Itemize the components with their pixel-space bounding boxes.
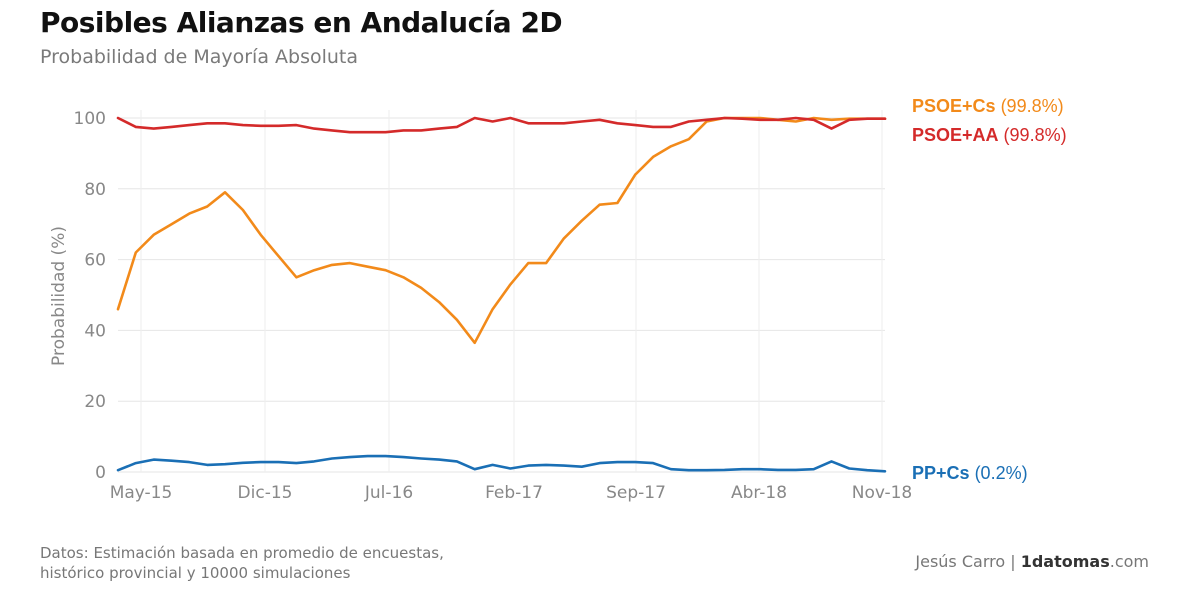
x-tick-label: Abr-18: [731, 483, 787, 503]
x-tick-label: Dic-15: [238, 483, 293, 503]
series-line-psoe-cs: [116, 116, 887, 345]
x-tick-label: May-15: [110, 483, 173, 503]
site-name-bold: 1datomas: [1020, 552, 1110, 571]
x-tick-label: Jul-16: [364, 483, 413, 503]
x-tick-label: Sep-17: [606, 483, 666, 503]
grid: [118, 110, 885, 473]
chart-title: Posibles Alianzas en Andalucía 2D: [40, 6, 563, 39]
legend-pp-cs-name: PP+Cs: [912, 463, 970, 483]
y-tick-label: 80: [84, 180, 106, 200]
series-lines: [116, 116, 887, 473]
author-name: Jesús Carro |: [915, 552, 1016, 571]
x-axis-ticks: May-15 Dic-15 Jul-16 Feb-17 Sep-17 Abr-18 Nov-…: [110, 483, 913, 503]
x-tick-label: Nov-18: [852, 483, 913, 503]
data-source-note: Datos: Estimación basada en promedio de …: [40, 543, 444, 583]
legend-pp-cs-value: (0.2%): [974, 463, 1028, 483]
data-source-line-1: Datos: Estimación basada en promedio de …: [40, 544, 444, 562]
chart-subtitle: Probabilidad de Mayoría Absoluta: [40, 46, 359, 68]
legend-psoe-aa-value: (99.8%): [1003, 125, 1067, 145]
legend-psoe-aa-name: PSOE+AA: [912, 125, 999, 145]
x-tick-label: Feb-17: [485, 483, 543, 503]
y-tick-label: 0: [95, 463, 106, 483]
series-line-pp-cs: [116, 454, 887, 473]
legend-psoe-aa: PSOE+AA (99.8%): [912, 125, 1067, 146]
data-source-line-2: histórico provincial y 10000 simulacione…: [40, 564, 351, 582]
legend-psoe-cs-name: PSOE+Cs: [912, 96, 996, 116]
legend-psoe-cs: PSOE+Cs (99.8%): [912, 96, 1064, 117]
y-axis-ticks: 0 20 40 60 80 100: [74, 109, 106, 483]
y-tick-label: 40: [84, 321, 106, 341]
series-line-psoe-aa: [116, 116, 887, 134]
y-tick-label: 100: [74, 109, 106, 129]
y-tick-label: 20: [84, 392, 106, 412]
legend-pp-cs: PP+Cs (0.2%): [912, 463, 1028, 484]
y-tick-label: 60: [84, 251, 106, 271]
legend-psoe-cs-value: (99.8%): [1000, 96, 1064, 116]
site-name-suffix: .com: [1109, 552, 1149, 571]
author-credit: Jesús Carro | 1datomas.com: [915, 552, 1149, 571]
y-axis-label: Probabilidad (%): [49, 226, 69, 366]
